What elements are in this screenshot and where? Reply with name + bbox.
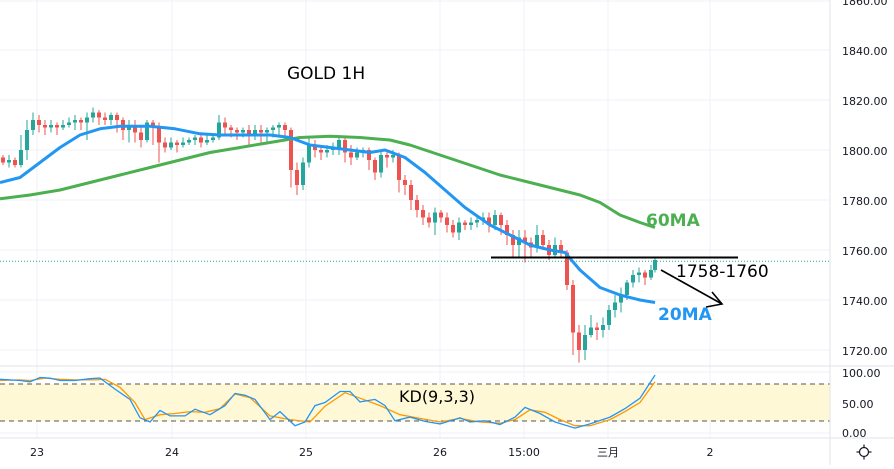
price-tick: 1860.00 [842,0,888,8]
kd-tick: 100.00 [842,367,881,380]
gear-icon[interactable] [856,444,872,460]
time-tick: 25 [299,446,313,459]
time-tick: 2 [707,446,714,459]
price-tick: 1840.00 [842,45,888,58]
time-tick: 23 [30,446,44,459]
grid-lines [0,0,830,438]
kd-tick: 0.00 [842,427,867,440]
time-axis[interactable]: 23 24 25 26 15:00 三月 2 [30,446,714,459]
price-tick: 1720.00 [842,345,888,358]
kd-axis[interactable]: 100.00 50.00 0.00 [842,367,881,440]
down-arrow-icon[interactable] [660,269,724,308]
ma20-line [0,124,656,304]
price-axis[interactable]: 1860.00 1840.00 1820.00 1800.00 1780.00 … [842,0,888,358]
ma60-line [0,134,656,229]
time-tick: 15:00 [508,446,540,459]
ma60-label: 60MA [646,211,701,231]
time-tick: 三月 [597,446,619,459]
price-tick: 1740.00 [842,295,888,308]
kd-tick: 50.00 [842,398,874,411]
price-tick: 1800.00 [842,145,888,158]
time-tick: 26 [433,446,447,459]
price-tick: 1780.00 [842,195,888,208]
chart-title: GOLD 1H [287,64,365,84]
price-tick: 1760.00 [842,245,888,258]
kd-k-line [0,374,656,429]
kd-indicator-label: KD(9,3,3) [399,387,475,406]
price-tick: 1820.00 [842,95,888,108]
time-tick: 24 [165,446,179,459]
ma20-label: 20MA [658,305,713,325]
resistance-label: 1758-1760 [676,262,769,282]
